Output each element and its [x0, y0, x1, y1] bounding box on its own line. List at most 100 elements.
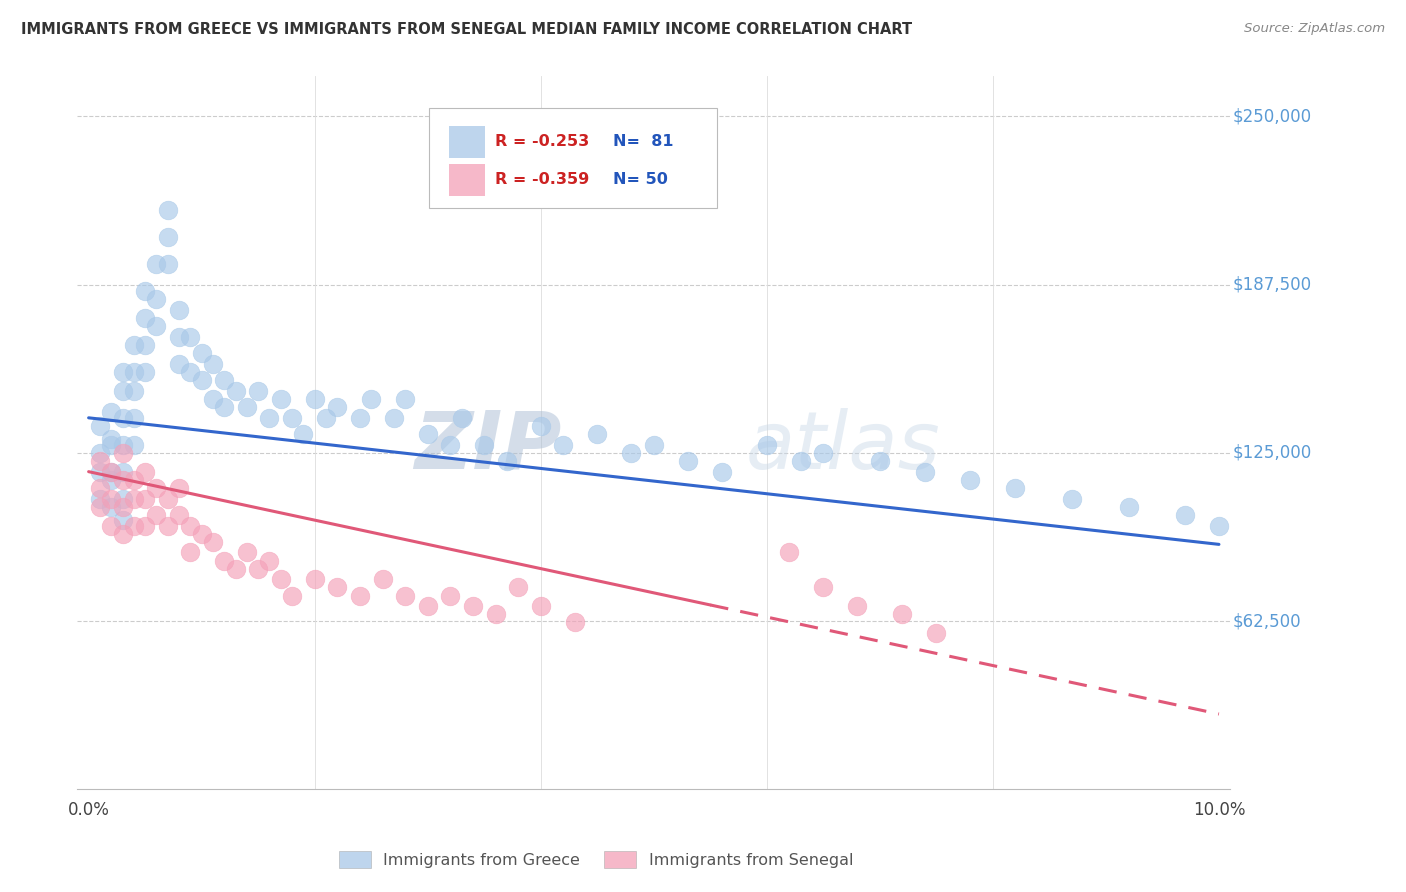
Point — [122, 365, 145, 379]
Point — [394, 589, 416, 603]
Text: R = -0.253: R = -0.253 — [495, 134, 589, 149]
Point — [167, 357, 190, 371]
Point — [484, 607, 506, 622]
Point — [122, 491, 145, 506]
Point — [530, 418, 553, 433]
Point — [100, 518, 122, 533]
Point — [270, 392, 292, 406]
Text: $125,000: $125,000 — [1233, 444, 1312, 462]
Point — [292, 427, 315, 442]
Text: IMMIGRANTS FROM GREECE VS IMMIGRANTS FROM SENEGAL MEDIAN FAMILY INCOME CORRELATI: IMMIGRANTS FROM GREECE VS IMMIGRANTS FRO… — [21, 22, 912, 37]
Point — [371, 573, 394, 587]
Point — [145, 319, 167, 334]
Point — [89, 481, 111, 495]
Point — [156, 518, 179, 533]
Point — [201, 534, 224, 549]
Point — [450, 410, 472, 425]
Point — [382, 410, 405, 425]
Point — [111, 410, 134, 425]
Point — [326, 400, 349, 414]
Point — [959, 473, 981, 487]
Point — [1118, 500, 1140, 514]
Point — [553, 438, 575, 452]
Point — [134, 338, 156, 352]
Point — [190, 526, 212, 541]
Point — [530, 599, 553, 614]
Point — [111, 446, 134, 460]
Point — [315, 410, 337, 425]
Text: R = -0.359: R = -0.359 — [495, 172, 589, 186]
Point — [925, 626, 948, 640]
Legend: Immigrants from Greece, Immigrants from Senegal: Immigrants from Greece, Immigrants from … — [332, 845, 860, 874]
Point — [156, 491, 179, 506]
Point — [190, 346, 212, 360]
Point — [1060, 491, 1083, 506]
Point — [1174, 508, 1197, 522]
FancyBboxPatch shape — [449, 163, 485, 195]
Point — [122, 384, 145, 398]
Text: $250,000: $250,000 — [1233, 107, 1312, 125]
Point — [304, 573, 326, 587]
Point — [349, 589, 371, 603]
Point — [813, 446, 835, 460]
Point — [236, 545, 259, 559]
Point — [156, 230, 179, 244]
Point — [111, 465, 134, 479]
Point — [259, 553, 281, 567]
Point — [360, 392, 382, 406]
Point — [190, 373, 212, 387]
Point — [1241, 615, 1264, 630]
Point — [214, 400, 236, 414]
Point — [167, 481, 190, 495]
Point — [643, 438, 665, 452]
Point — [281, 589, 304, 603]
Point — [100, 465, 122, 479]
Point — [179, 365, 201, 379]
Point — [179, 518, 201, 533]
FancyBboxPatch shape — [449, 126, 485, 158]
Point — [134, 365, 156, 379]
Point — [111, 513, 134, 527]
Point — [270, 573, 292, 587]
Point — [225, 561, 247, 575]
Point — [201, 357, 224, 371]
Point — [416, 599, 439, 614]
Point — [89, 418, 111, 433]
Point — [304, 392, 326, 406]
Point — [145, 508, 167, 522]
Point — [122, 518, 145, 533]
Point — [914, 465, 936, 479]
Point — [394, 392, 416, 406]
Point — [710, 465, 733, 479]
Point — [508, 581, 530, 595]
Point — [586, 427, 609, 442]
Text: atlas: atlas — [747, 408, 941, 486]
Text: N= 50: N= 50 — [613, 172, 668, 186]
Point — [891, 607, 914, 622]
Point — [122, 410, 145, 425]
Point — [145, 257, 167, 271]
Point — [259, 410, 281, 425]
Point — [439, 438, 461, 452]
Point — [111, 384, 134, 398]
Text: $62,500: $62,500 — [1233, 612, 1301, 630]
Point — [134, 518, 156, 533]
Point — [179, 330, 201, 344]
Point — [134, 465, 156, 479]
Point — [89, 446, 111, 460]
Point — [349, 410, 371, 425]
Point — [236, 400, 259, 414]
Point — [111, 365, 134, 379]
Point — [755, 438, 778, 452]
Point — [1004, 481, 1026, 495]
Point — [179, 545, 201, 559]
Point — [1208, 518, 1230, 533]
Point — [813, 581, 835, 595]
Point — [416, 427, 439, 442]
Text: ZIP: ZIP — [415, 408, 561, 486]
Point — [100, 405, 122, 419]
Point — [439, 589, 461, 603]
Point — [100, 491, 122, 506]
Point — [247, 561, 270, 575]
Point — [89, 454, 111, 468]
